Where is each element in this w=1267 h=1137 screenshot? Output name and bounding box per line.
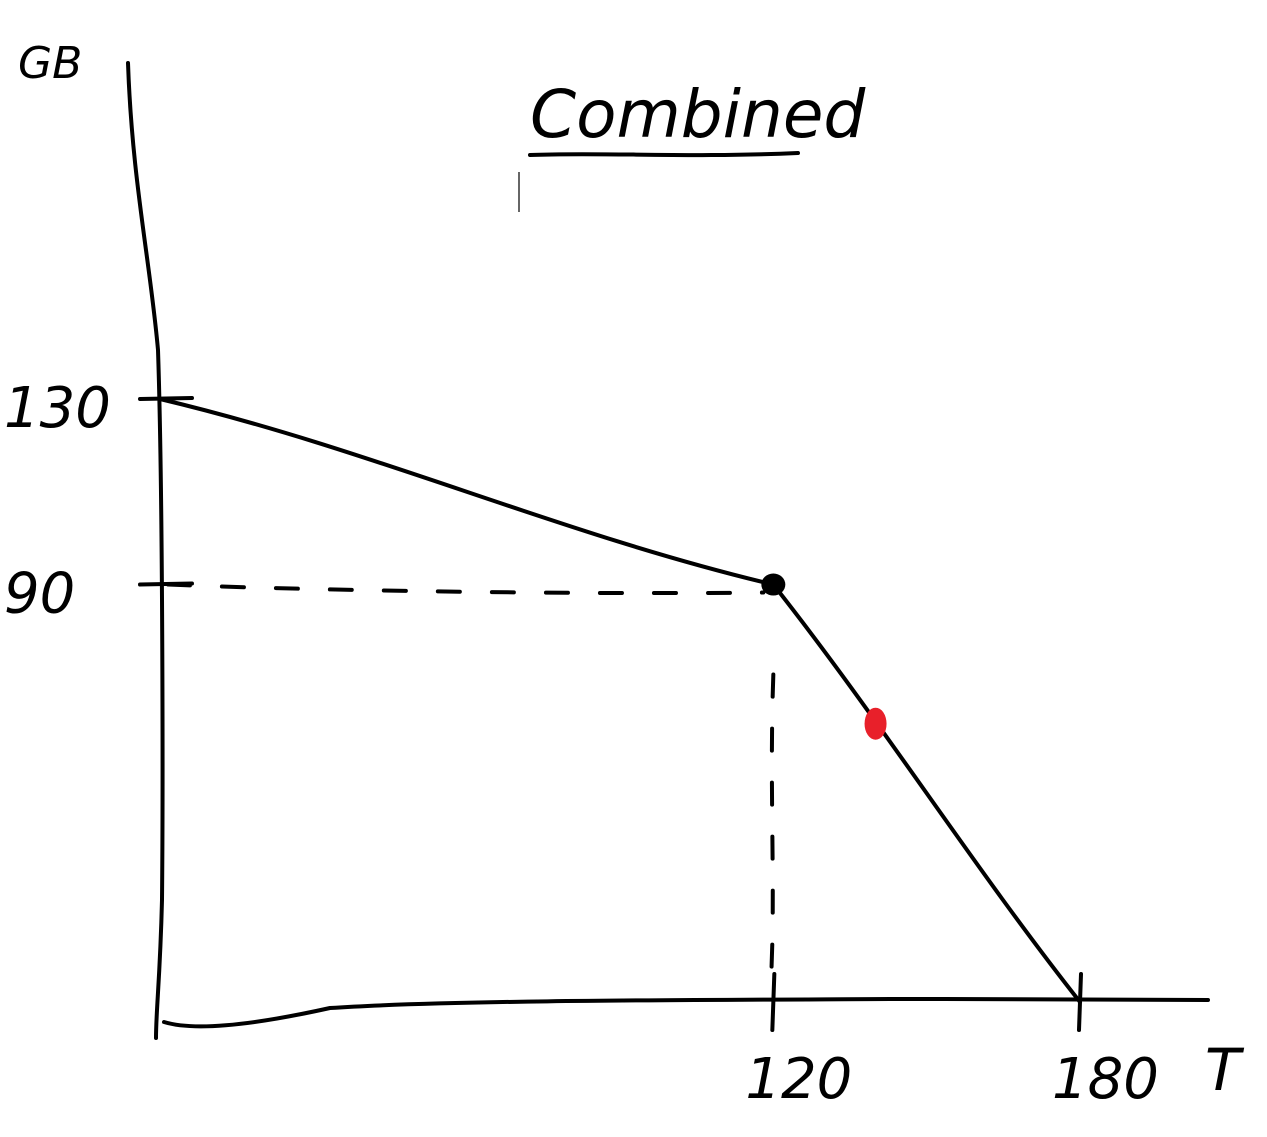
points-layer bbox=[761, 573, 887, 740]
x-tick-label-120: 120 bbox=[745, 1047, 852, 1112]
series-layer bbox=[158, 397, 1082, 1004]
kink-point bbox=[761, 573, 786, 596]
y-tick-label-130: 130 bbox=[4, 376, 111, 441]
tick-labels: 130 90 120 180 bbox=[4, 376, 1159, 1112]
chart-title: Combined bbox=[530, 76, 866, 153]
y-axis bbox=[126, 61, 165, 1040]
highlight-point bbox=[864, 707, 887, 740]
tick-marks bbox=[138, 396, 1083, 1032]
y-tick-label-90: 90 bbox=[4, 562, 75, 627]
x-tick-label-180: 180 bbox=[1052, 1047, 1159, 1112]
horizontal-guide bbox=[166, 582, 766, 596]
vertical-guide bbox=[769, 672, 776, 974]
series-line-0 bbox=[158, 397, 1082, 1004]
x-axis bbox=[162, 997, 1210, 1029]
title-underline bbox=[528, 151, 800, 158]
y-axis-label: GB bbox=[18, 38, 82, 89]
x-tick-120 bbox=[770, 972, 777, 1032]
guide-lines bbox=[166, 582, 776, 974]
x-axis-label: T bbox=[1205, 1036, 1245, 1104]
